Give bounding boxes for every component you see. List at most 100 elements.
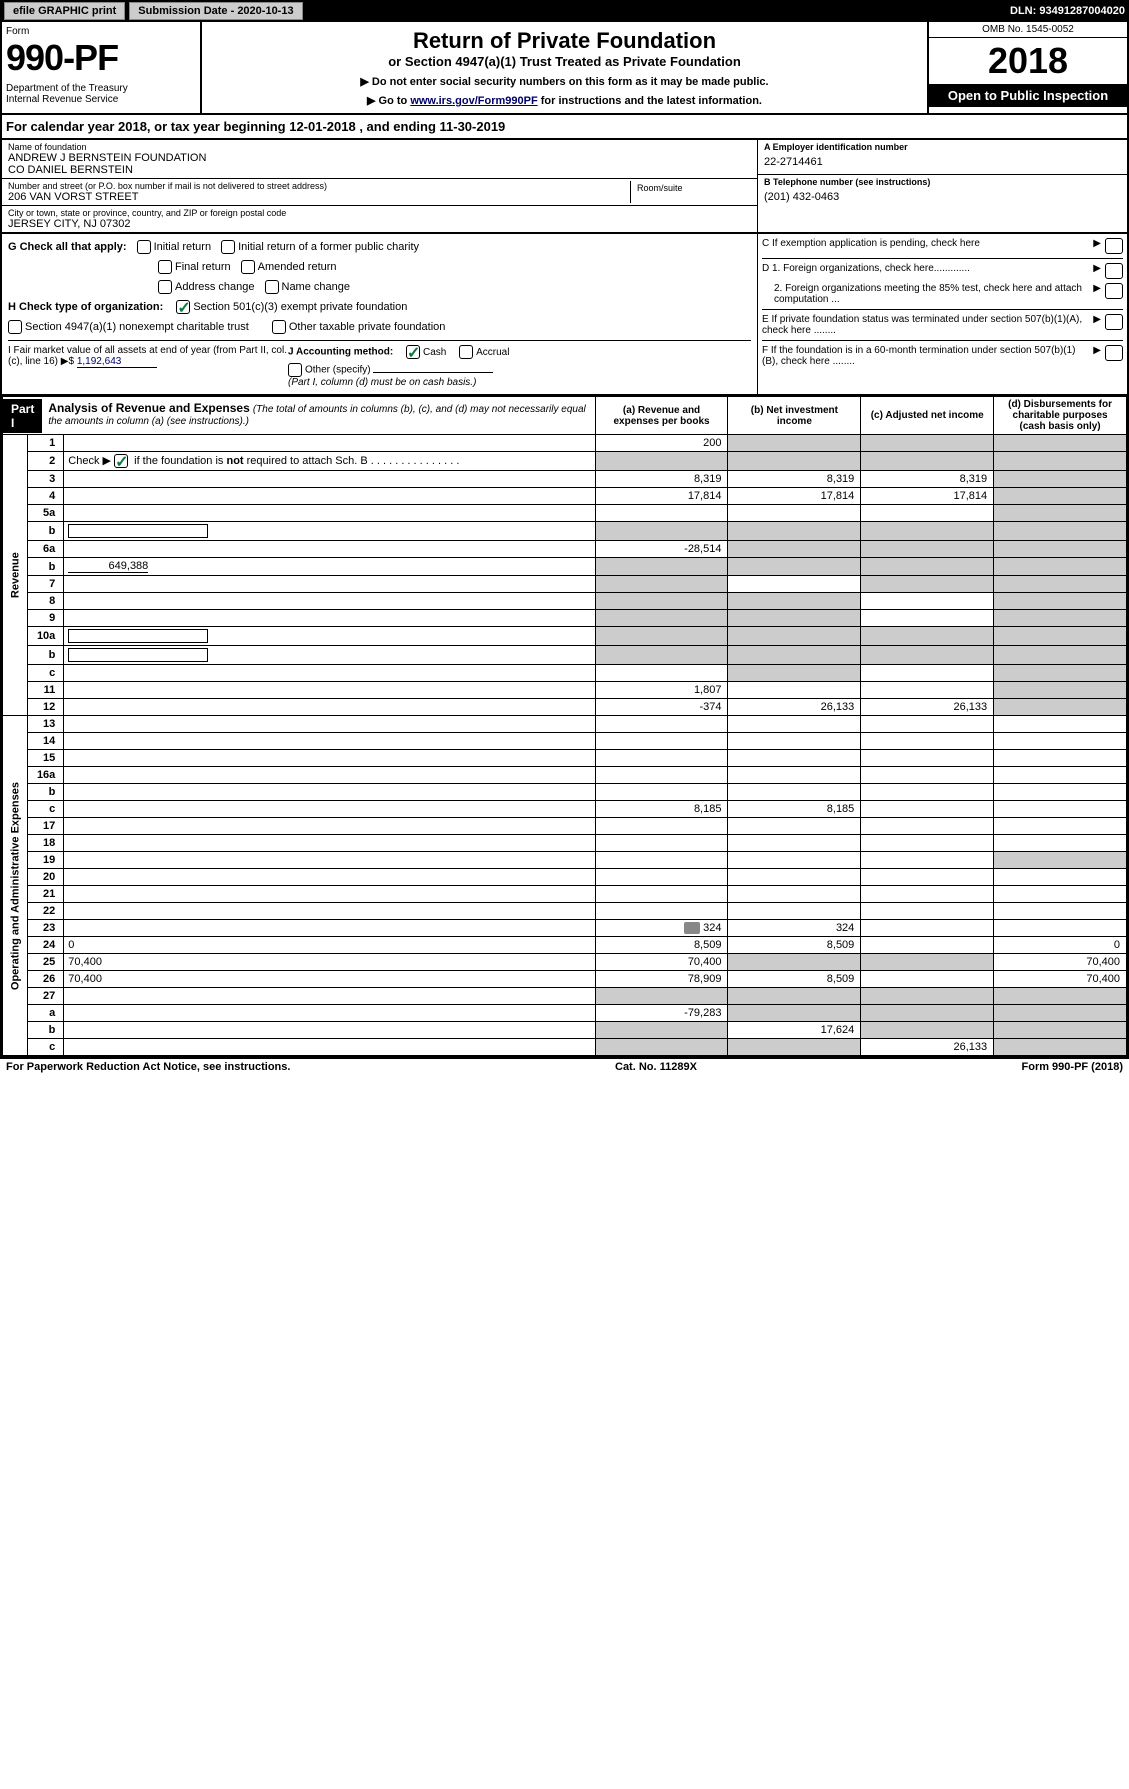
row-number: 1 [27,435,64,452]
checkbox-501c3[interactable] [176,300,190,314]
checkbox-e[interactable] [1105,314,1123,330]
table-row: 17 [3,818,1127,835]
cell-value [861,610,994,627]
row-number: 21 [27,886,64,903]
addr-label: Number and street (or P.O. box number if… [8,181,630,191]
checkbox-4947[interactable] [8,320,22,334]
cell-value [994,541,1127,558]
checkbox-c[interactable] [1105,238,1123,254]
cell-value [728,869,861,886]
cell-value [728,988,861,1005]
row-description [64,733,595,750]
checkbox-final-return[interactable] [158,260,172,274]
table-row: 2Check ▶ if the foundation is not requir… [3,452,1127,471]
checkbox-name-change[interactable] [265,280,279,294]
checkbox-d2[interactable] [1105,283,1123,299]
row-number: c [27,665,64,682]
cell-value [595,886,728,903]
cell-value [994,716,1127,733]
row-number: c [27,801,64,818]
cell-value [728,818,861,835]
cell-value: 8,185 [728,801,861,818]
e-label: E If private foundation status was termi… [762,314,1089,336]
cell-value [994,435,1127,452]
table-row: 6a-28,514 [3,541,1127,558]
cell-value [728,610,861,627]
table-row: 8 [3,593,1127,610]
cell-value [861,593,994,610]
cell-value: 17,624 [728,1022,861,1039]
cell-value [728,452,861,471]
checkbox-d1[interactable] [1105,263,1123,279]
checkbox-other-method[interactable] [288,363,302,377]
table-row: Revenue1200 [3,435,1127,452]
table-row: 18 [3,835,1127,852]
foundation-name: ANDREW J BERNSTEIN FOUNDATION CO DANIEL … [8,152,751,176]
cell-value [728,852,861,869]
cell-value [994,593,1127,610]
table-row: 19 [3,852,1127,869]
page-footer: For Paperwork Reduction Act Notice, see … [0,1058,1129,1075]
row-description [64,471,595,488]
row-number: 14 [27,733,64,750]
attachment-icon[interactable] [684,922,700,934]
d2-label: 2. Foreign organizations meeting the 85%… [762,283,1089,305]
checkbox-initial-return[interactable] [137,240,151,254]
row-description [64,1022,595,1039]
cell-value: 324 [595,920,728,937]
table-row: 22 [3,903,1127,920]
efile-button[interactable]: efile GRAPHIC print [4,2,125,20]
cell-value [994,886,1127,903]
cell-value [994,903,1127,920]
cell-value [861,522,994,541]
city-label: City or town, state or province, country… [8,208,751,218]
row-description [64,646,595,665]
row-description [64,610,595,627]
table-row: c [3,665,1127,682]
cell-value [861,505,994,522]
checkbox-f[interactable] [1105,345,1123,361]
row-number: b [27,522,64,541]
cell-value [728,750,861,767]
checkbox-address-change[interactable] [158,280,172,294]
cell-value [994,852,1127,869]
cell-value [861,835,994,852]
table-row: 23 324324 [3,920,1127,937]
checkbox-accrual[interactable] [459,345,473,359]
cell-value [728,954,861,971]
irs-link[interactable]: www.irs.gov/Form990PF [410,95,537,107]
revenue-section-label: Revenue [3,435,28,716]
row-description [64,801,595,818]
checkbox-cash[interactable] [406,345,420,359]
cell-value [994,801,1127,818]
row-number: 19 [27,852,64,869]
row-number: b [27,1022,64,1039]
cell-value [994,818,1127,835]
part1-title: Analysis of Revenue and Expenses [48,401,249,415]
cell-value [595,716,728,733]
info-section: Name of foundation ANDREW J BERNSTEIN FO… [0,140,1129,234]
table-row: b [3,522,1127,541]
cell-value [595,646,728,665]
cell-value [994,646,1127,665]
table-row: 7 [3,576,1127,593]
form-header: Form 990-PF Department of the Treasury I… [0,22,1129,115]
form-label: Form [6,26,196,37]
table-row: 2670,40078,9098,50970,400 [3,971,1127,988]
cell-value [994,558,1127,576]
cell-value [994,576,1127,593]
cell-value [994,869,1127,886]
table-row: 12-37426,13326,133 [3,699,1127,716]
form-number: 990-PF [6,37,196,79]
checkbox-other-taxable[interactable] [272,320,286,334]
row-description [64,541,595,558]
cell-value [861,954,994,971]
checkbox-amended[interactable] [241,260,255,274]
cell-value [994,750,1127,767]
checkbox-initial-former[interactable] [221,240,235,254]
cell-value: 8,509 [595,937,728,954]
col-a-header: (a) Revenue and expenses per books [595,397,728,435]
cell-value: 324 [728,920,861,937]
cell-value [728,665,861,682]
cell-value [728,541,861,558]
